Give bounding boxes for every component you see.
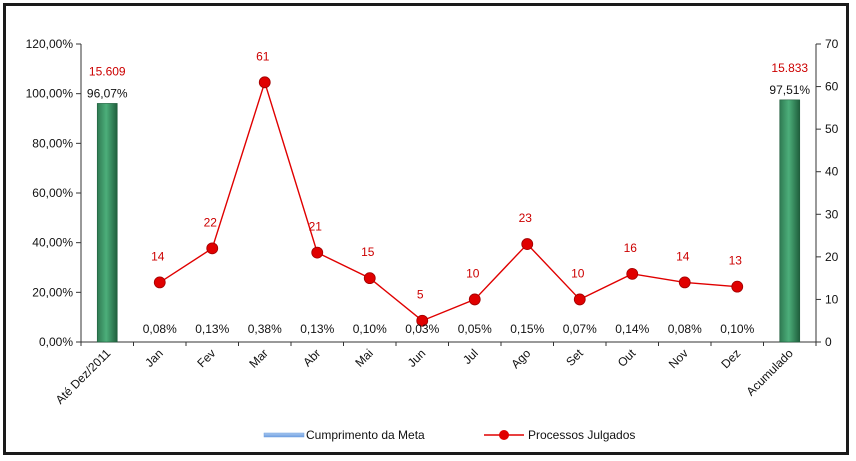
- y-left-tick-label: 120,00%: [26, 37, 74, 51]
- monthly-percent-label: 0,05%: [458, 322, 492, 336]
- monthly-percent-label: 0,07%: [563, 322, 597, 336]
- x-category-label: Out: [615, 346, 639, 370]
- y-right-tick-label: 50: [825, 122, 839, 136]
- bar-cumprimento-da-meta: [96, 103, 118, 343]
- line-value-label: 23: [519, 211, 533, 225]
- x-category-label: Jun: [405, 346, 429, 370]
- x-category-label: Mar: [246, 346, 271, 371]
- x-category-label: Jul: [460, 346, 481, 367]
- bar-value-label: 96,07%: [87, 86, 128, 100]
- legend-swatch-marker: [499, 430, 509, 440]
- legend-label: Processos Julgados: [528, 428, 635, 442]
- y-right-tick-label: 30: [825, 207, 839, 221]
- chart-frame: 0,00% 20,00% 40,00% 60,00% 80,00% 100,00% 120,…: [3, 3, 849, 455]
- line-value-label: 15: [361, 245, 375, 259]
- y-right-tick-label: 0: [825, 335, 832, 349]
- monthly-percent-label: 0,14%: [615, 322, 649, 336]
- y-left-tick-label: 0,00%: [39, 335, 73, 349]
- line-value-label: 16: [624, 241, 638, 255]
- line-point: [311, 246, 324, 259]
- monthly-percent-label: 0,08%: [143, 322, 177, 336]
- line-value-label: 5: [417, 288, 424, 302]
- y-right-tick-label: 10: [825, 292, 839, 306]
- line-point: [416, 314, 429, 327]
- line-processos-julgados: [159, 79, 738, 322]
- x-category-label: Ago: [508, 346, 533, 371]
- line-value-label: 22: [204, 215, 218, 229]
- monthly-percent-label: 0,38%: [248, 322, 282, 336]
- y-left-tick-label: 100,00%: [26, 87, 74, 101]
- line-value-label: 10: [466, 266, 480, 280]
- line-point: [206, 242, 219, 255]
- y-left-tick-label: 20,00%: [32, 285, 73, 299]
- y-left-tick-label: 60,00%: [32, 186, 73, 200]
- bars: [96, 99, 801, 343]
- bar-value-label: 97,51%: [769, 83, 810, 97]
- bar-count-label: 15.833: [771, 61, 808, 75]
- line-value-label: 10: [571, 266, 585, 280]
- line-value-label: 21: [309, 220, 323, 234]
- line-value-label: 61: [256, 49, 270, 63]
- line-point: [573, 293, 586, 306]
- line-point: [153, 276, 166, 289]
- line-series: [153, 76, 744, 327]
- monthly-percent-label: 0,10%: [353, 322, 387, 336]
- line-point: [626, 267, 639, 280]
- line-value-label: 14: [676, 249, 690, 263]
- monthly-percent-label: 0,03%: [405, 322, 439, 336]
- y-right-tick-label: 40: [825, 165, 839, 179]
- x-category-label: Dez: [718, 346, 743, 371]
- line-value-label: 13: [729, 254, 743, 268]
- x-category-label: Abr: [300, 346, 323, 369]
- bar-cumprimento-da-meta: [779, 99, 801, 343]
- bar-count-label: 15.609: [89, 64, 126, 78]
- y-left-tick-label: 80,00%: [32, 136, 73, 150]
- line-point: [258, 76, 271, 89]
- monthly-percent-label: 0,08%: [668, 322, 702, 336]
- line-point: [468, 293, 481, 306]
- x-category-label: Nov: [666, 346, 691, 371]
- x-category-label: Até Dez/2011: [53, 346, 114, 407]
- legend: Cumprimento da Meta Processos Julgados: [263, 428, 635, 442]
- line-point: [363, 272, 376, 285]
- data-labels: 96,07% 15.609 97,51% 15.833 14 22 61 21 15 5 10 23 1…: [87, 49, 811, 336]
- x-category-label: Jan: [142, 346, 166, 370]
- axes: 0,00% 20,00% 40,00% 60,00% 80,00% 100,00% 120,…: [26, 37, 839, 407]
- x-category-label: Mai: [352, 346, 376, 370]
- y-right-tick-label: 70: [825, 37, 839, 51]
- x-category-label: Set: [563, 346, 586, 369]
- y-right-tick-label: 20: [825, 250, 839, 264]
- combo-chart: 0,00% 20,00% 40,00% 60,00% 80,00% 100,00% 120,…: [26, 37, 839, 442]
- x-category-label: Fev: [194, 346, 218, 370]
- monthly-percent-label: 0,15%: [510, 322, 544, 336]
- x-category-label: Acumulado: [744, 346, 797, 399]
- monthly-percent-label: 0,13%: [300, 322, 334, 336]
- line-value-label: 14: [151, 249, 165, 263]
- line-point: [678, 276, 691, 289]
- legend-label: Cumprimento da Meta: [306, 428, 425, 442]
- y-left-tick-label: 40,00%: [32, 236, 73, 250]
- monthly-percent-label: 0,10%: [720, 322, 754, 336]
- monthly-percent-label: 0,13%: [195, 322, 229, 336]
- line-point: [521, 238, 534, 250]
- line-point: [731, 280, 744, 293]
- y-right-tick-label: 60: [825, 80, 839, 94]
- legend-swatch-bar: [263, 432, 305, 438]
